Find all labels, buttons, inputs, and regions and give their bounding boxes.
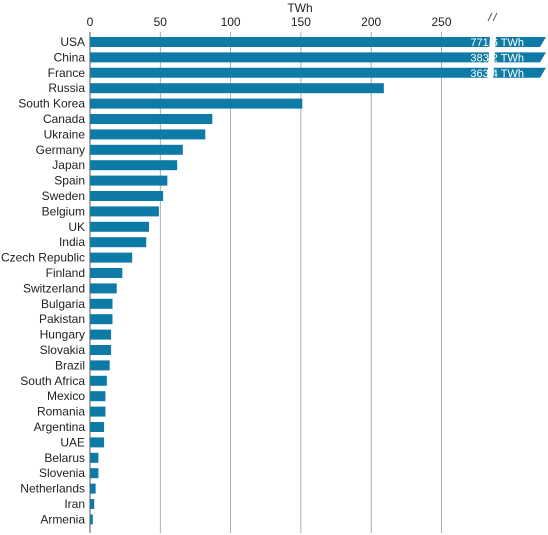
x-tick-label: 200 bbox=[361, 15, 381, 29]
bar bbox=[90, 144, 183, 155]
bar bbox=[90, 483, 96, 494]
bar bbox=[90, 268, 123, 278]
category-label: Brazil bbox=[55, 358, 85, 372]
x-axis-label: TWh bbox=[287, 1, 312, 15]
category-label: Ukraine bbox=[44, 127, 86, 141]
x-tick-label: 250 bbox=[431, 15, 451, 29]
bar bbox=[90, 83, 384, 94]
bar bbox=[90, 283, 117, 294]
value-labels: 771.6 TWh 383.2 TWh 363.4 TWh bbox=[470, 37, 524, 80]
category-label: Mexico bbox=[47, 389, 85, 403]
category-label: Germany bbox=[36, 143, 85, 157]
category-label: Belarus bbox=[44, 451, 85, 465]
bar bbox=[90, 499, 95, 509]
category-label: Armenia bbox=[40, 512, 85, 526]
value-label: 771.6 TWh bbox=[470, 37, 524, 49]
category-label: USA bbox=[60, 35, 85, 49]
bar bbox=[90, 314, 113, 325]
category-label: Bulgaria bbox=[41, 297, 85, 311]
bar bbox=[90, 468, 99, 479]
category-label: Switzerland bbox=[23, 281, 85, 295]
category-label: China bbox=[54, 50, 86, 64]
x-tick-label: 50 bbox=[154, 15, 168, 29]
category-label: Romania bbox=[37, 405, 85, 419]
category-label: Iran bbox=[64, 497, 85, 511]
category-label: Hungary bbox=[40, 328, 85, 342]
category-label: India bbox=[59, 235, 85, 249]
category-label: France bbox=[48, 66, 86, 80]
bar bbox=[90, 206, 159, 217]
category-label: Finland bbox=[46, 266, 85, 280]
bar bbox=[90, 52, 546, 63]
bar bbox=[90, 237, 147, 248]
category-label: Argentina bbox=[34, 420, 86, 434]
category-label: Sweden bbox=[42, 189, 85, 203]
category-label: Canada bbox=[43, 112, 85, 126]
bar bbox=[90, 406, 106, 417]
axis-break-gap bbox=[487, 36, 496, 82]
bar bbox=[90, 175, 168, 186]
bar bbox=[90, 252, 133, 263]
category-label: Spain bbox=[54, 174, 85, 188]
x-tick-label: 0 bbox=[87, 15, 94, 29]
bar bbox=[90, 67, 546, 78]
category-label: UAE bbox=[60, 435, 85, 449]
bar bbox=[90, 114, 213, 124]
category-label: Slovenia bbox=[39, 466, 85, 480]
bar bbox=[90, 221, 150, 232]
bar bbox=[90, 98, 303, 109]
bar bbox=[90, 422, 105, 432]
category-label: South Korea bbox=[18, 97, 85, 111]
bars bbox=[90, 37, 546, 525]
bar bbox=[90, 160, 178, 171]
x-tick-label: 100 bbox=[221, 15, 241, 29]
axis-break-slash bbox=[487, 12, 493, 22]
category-label: Pakistan bbox=[39, 312, 85, 326]
bar bbox=[90, 375, 107, 386]
category-label: Czech Republic bbox=[1, 251, 85, 265]
category-label: Belgium bbox=[42, 204, 85, 218]
axis-break-marker bbox=[487, 12, 498, 82]
bar bbox=[90, 345, 112, 355]
category-label: Russia bbox=[48, 81, 85, 95]
bar bbox=[90, 329, 112, 340]
category-label: Japan bbox=[52, 158, 85, 172]
bar bbox=[90, 360, 110, 371]
category-label: UK bbox=[68, 220, 85, 234]
axis-break-slash bbox=[492, 12, 498, 22]
bar bbox=[90, 452, 99, 463]
bar bbox=[90, 298, 113, 309]
category-label: Slovakia bbox=[40, 343, 86, 357]
bar bbox=[90, 129, 206, 140]
x-tick-label: 150 bbox=[291, 15, 311, 29]
bar bbox=[90, 191, 164, 201]
bar bbox=[90, 514, 93, 525]
value-label: 363.4 TWh bbox=[470, 68, 524, 80]
category-label: South Africa bbox=[20, 374, 85, 388]
bar bbox=[90, 37, 546, 47]
x-axis-ticks: 0 50 100 150 200 250 bbox=[87, 15, 452, 29]
bar bbox=[90, 437, 105, 448]
category-label: Netherlands bbox=[20, 482, 85, 496]
value-label: 383.2 TWh bbox=[470, 52, 524, 64]
bar bbox=[90, 391, 106, 402]
